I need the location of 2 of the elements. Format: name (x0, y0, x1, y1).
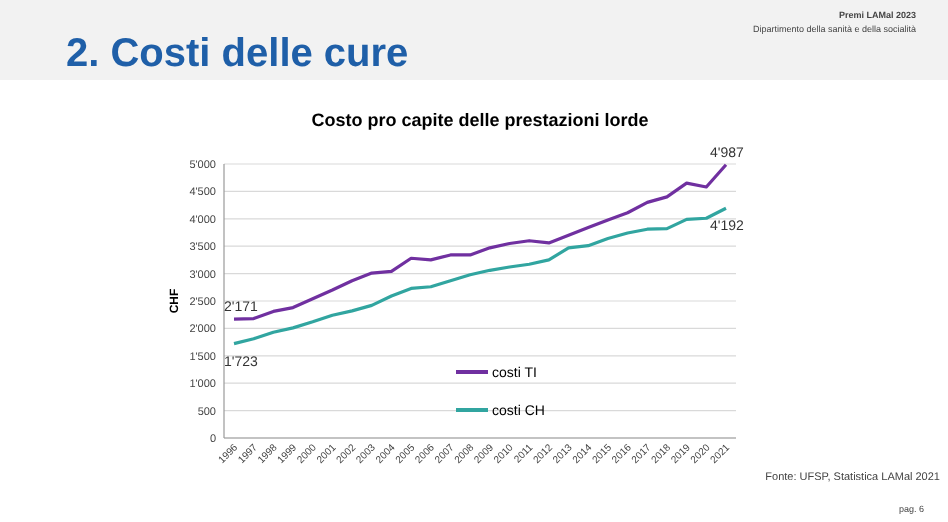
chart-title: 2. Costi delle cure (66, 32, 409, 76)
chart-subtitle: Costo pro capite delle prestazioni lorde (311, 110, 649, 130)
